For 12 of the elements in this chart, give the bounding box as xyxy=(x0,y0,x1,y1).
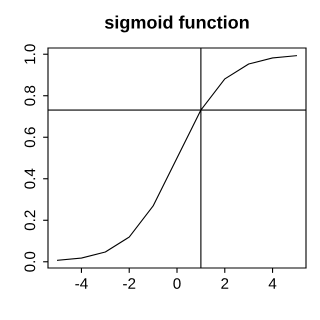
x-tick-label: -2 xyxy=(123,278,136,289)
chart-title: sigmoid function xyxy=(104,15,249,32)
x-tick-label: 0 xyxy=(173,278,181,289)
y-tick-label: 0.6 xyxy=(24,127,36,148)
y-tick-label: 0.8 xyxy=(24,86,36,106)
x-tick-label: 4 xyxy=(268,278,276,289)
y-tick-label: 0.2 xyxy=(24,210,36,230)
y-tick-label: 1.0 xyxy=(24,44,36,64)
y-tick-label: 0.0 xyxy=(24,252,36,272)
y-tick-label: 0.4 xyxy=(24,168,36,189)
x-tick-label: -4 xyxy=(75,278,88,289)
x-tick-label: 2 xyxy=(221,278,228,289)
